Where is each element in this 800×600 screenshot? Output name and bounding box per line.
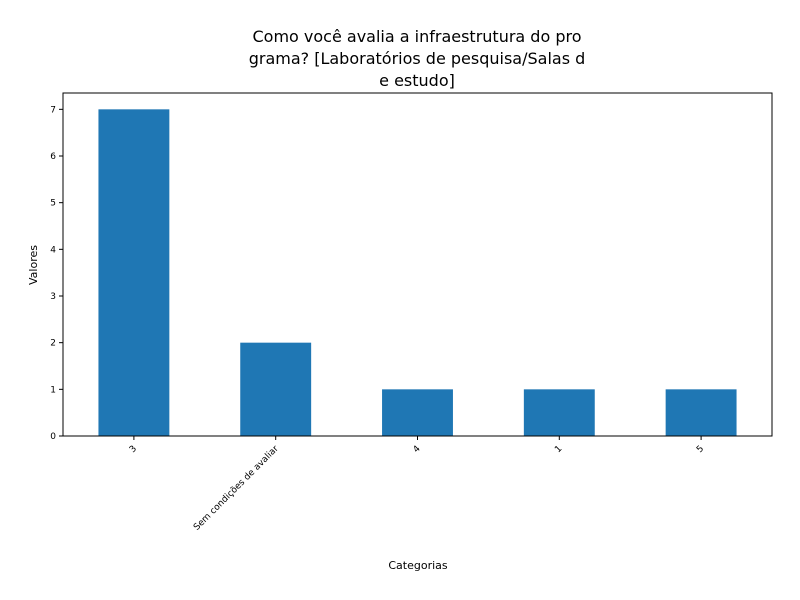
x-tick-label-4: 5 [695,444,706,455]
y-tick-label-7: 7 [50,105,56,115]
chart-title-line-3: e estudo] [379,71,455,90]
y-tick-label-4: 4 [50,245,56,255]
bar-0 [98,109,170,436]
x-tick-label-0: 3 [128,444,139,455]
x-tick-label-3: 1 [553,444,564,455]
x-axis-label: Categorias [388,559,448,572]
y-tick-label-0: 0 [50,432,56,442]
bar-3 [523,389,595,436]
plot-frame [62,92,773,437]
x-tick-label-2: 4 [411,444,422,455]
bar-4 [665,389,737,436]
y-tick-label-5: 5 [50,199,56,209]
y-axis-label: Valores [27,245,40,285]
y-tick-label-1: 1 [50,385,56,395]
chart-title-line-1: Como você avalia a infraestrutura do pro [252,27,581,46]
x-axis: 3 Sem condições de avaliar 4 1 5 [128,436,706,533]
y-tick-label-3: 3 [50,292,56,302]
x-tick-label-1: Sem condições de avaliar [192,444,281,533]
y-axis: 0 1 2 3 4 5 6 7 [50,105,63,442]
chart-title-line-2: grama? [Laboratórios de pesquisa/Salas d [249,49,586,68]
y-tick-label-2: 2 [50,339,56,349]
y-tick-label-6: 6 [50,152,56,162]
bar-1 [240,342,312,436]
bar-2 [382,389,453,436]
bars-group [98,109,737,436]
